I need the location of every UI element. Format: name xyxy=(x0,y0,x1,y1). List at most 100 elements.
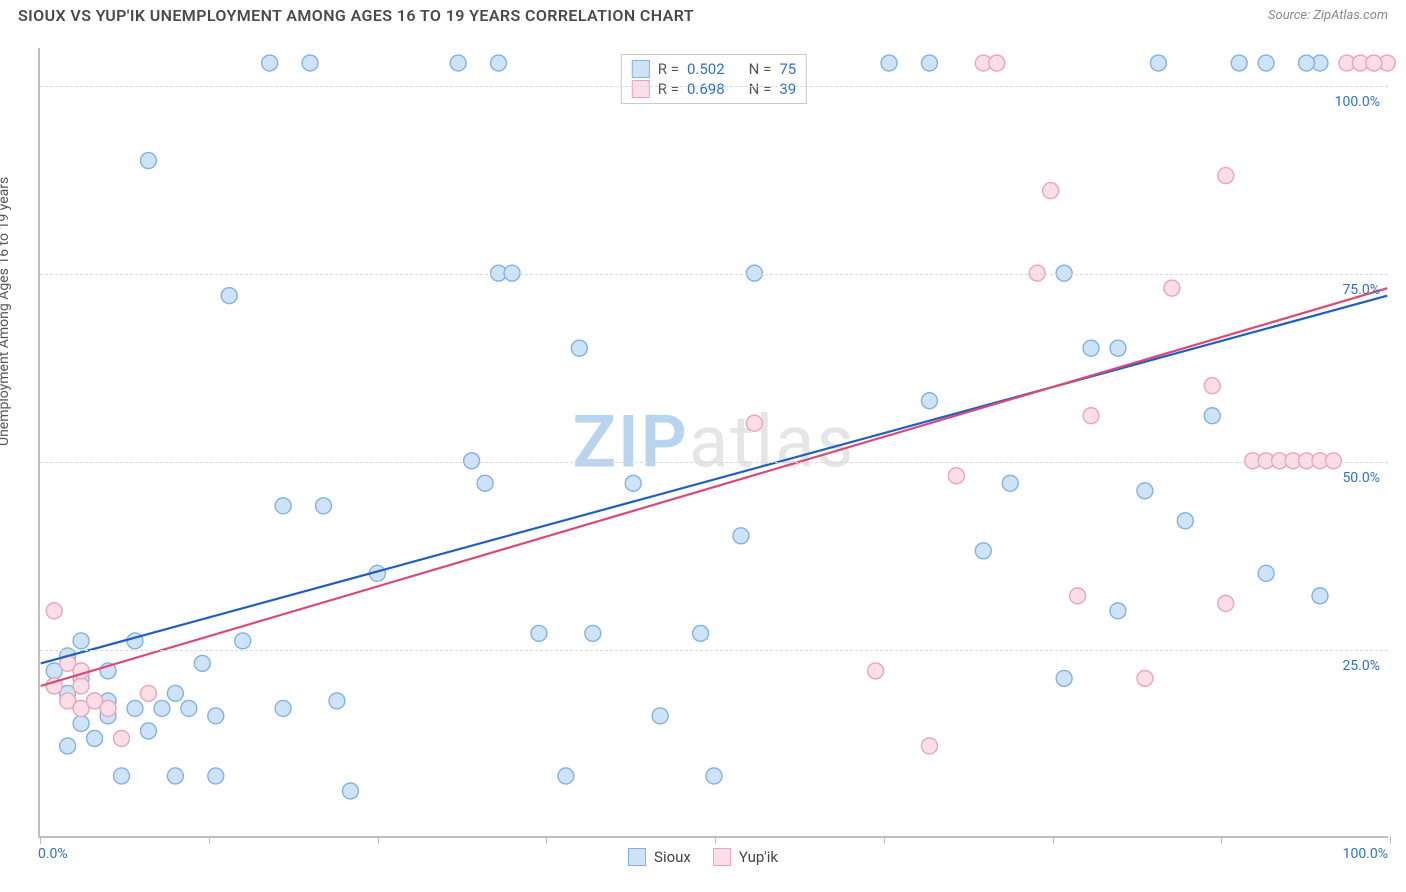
data-point xyxy=(235,633,251,649)
data-point xyxy=(140,685,156,701)
series-legend-item: Yup'ik xyxy=(713,848,778,866)
x-tick xyxy=(1221,836,1222,844)
source-prefix: Source: xyxy=(1268,8,1313,23)
data-point xyxy=(275,700,291,716)
y-tick-label: 25.0% xyxy=(1342,658,1380,674)
data-point xyxy=(114,730,130,746)
x-axis-min-label: 0.0% xyxy=(38,846,68,862)
data-point xyxy=(571,340,587,356)
data-point xyxy=(881,55,897,71)
data-point xyxy=(921,393,937,409)
data-point xyxy=(181,700,197,716)
data-point xyxy=(1218,595,1234,611)
scatter-svg xyxy=(40,48,1388,836)
x-tick xyxy=(378,836,379,844)
data-point xyxy=(1043,183,1059,199)
y-tick-label: 75.0% xyxy=(1342,282,1380,298)
data-point xyxy=(194,655,210,671)
data-point xyxy=(1204,408,1220,424)
data-point xyxy=(733,528,749,544)
data-point xyxy=(868,663,884,679)
series-legend: Sioux Yup'ik xyxy=(628,848,778,866)
chart-title: SIOUX VS YUP'IK UNEMPLOYMENT AMONG AGES … xyxy=(18,6,694,25)
y-tick-label: 50.0% xyxy=(1342,470,1380,486)
data-point xyxy=(652,708,668,724)
data-point xyxy=(1299,55,1315,71)
data-point xyxy=(1002,475,1018,491)
data-point xyxy=(558,768,574,784)
data-point xyxy=(302,55,318,71)
data-point xyxy=(316,498,332,514)
legend-swatch xyxy=(713,848,731,866)
data-point xyxy=(46,603,62,619)
source-name: ZipAtlas.com xyxy=(1313,8,1388,23)
data-point xyxy=(73,633,89,649)
x-axis-max-label: 100.0% xyxy=(1343,846,1388,862)
data-point xyxy=(100,700,116,716)
data-point xyxy=(1312,588,1328,604)
source-label: Source: ZipAtlas.com xyxy=(1268,8,1388,23)
data-point xyxy=(1204,378,1220,394)
data-point xyxy=(73,715,89,731)
data-point xyxy=(625,475,641,491)
data-point xyxy=(127,700,143,716)
data-point xyxy=(585,625,601,641)
data-point xyxy=(1070,588,1086,604)
data-point xyxy=(154,700,170,716)
data-point xyxy=(342,783,358,799)
x-tick xyxy=(1053,836,1054,844)
data-point xyxy=(1177,513,1193,529)
data-point xyxy=(1325,453,1341,469)
trend-line xyxy=(41,288,1388,686)
x-tick xyxy=(884,836,885,844)
trend-line xyxy=(41,296,1388,664)
data-point xyxy=(921,55,937,71)
data-point xyxy=(140,723,156,739)
data-point xyxy=(1083,340,1099,356)
x-tick xyxy=(715,836,716,844)
data-point xyxy=(73,678,89,694)
data-point xyxy=(1366,55,1382,71)
data-point xyxy=(221,288,237,304)
series-name: Yup'ik xyxy=(739,848,778,866)
data-point xyxy=(262,55,278,71)
data-point xyxy=(706,768,722,784)
data-point xyxy=(975,543,991,559)
data-point xyxy=(1164,280,1180,296)
data-point xyxy=(1137,670,1153,686)
data-point xyxy=(693,625,709,641)
y-tick-label: 100.0% xyxy=(1335,94,1380,110)
series-name: Sioux xyxy=(654,848,691,866)
legend-swatch xyxy=(628,848,646,866)
data-point xyxy=(531,625,547,641)
data-point xyxy=(948,468,964,484)
data-point xyxy=(167,768,183,784)
y-axis-label: Unemployment Among Ages 16 to 19 years xyxy=(0,177,12,446)
gridline xyxy=(40,274,1388,275)
x-tick xyxy=(40,836,41,844)
data-point xyxy=(329,693,345,709)
data-point xyxy=(167,685,183,701)
data-point xyxy=(1231,55,1247,71)
data-point xyxy=(1056,670,1072,686)
chart-plot-area: ZIPatlas R =0.502N =75R =0.698N =39 25.0… xyxy=(38,48,1388,838)
data-point xyxy=(1137,483,1153,499)
gridline xyxy=(40,462,1388,463)
data-point xyxy=(140,153,156,169)
data-point xyxy=(1110,340,1126,356)
data-point xyxy=(1083,408,1099,424)
data-point xyxy=(87,730,103,746)
data-point xyxy=(450,55,466,71)
data-point xyxy=(1150,55,1166,71)
data-point xyxy=(208,768,224,784)
data-point xyxy=(989,55,1005,71)
data-point xyxy=(477,475,493,491)
gridline xyxy=(40,86,1388,87)
data-point xyxy=(491,55,507,71)
data-point xyxy=(1218,168,1234,184)
data-point xyxy=(1258,565,1274,581)
data-point xyxy=(1258,55,1274,71)
data-point xyxy=(60,738,76,754)
x-tick xyxy=(546,836,547,844)
x-tick xyxy=(209,836,210,844)
